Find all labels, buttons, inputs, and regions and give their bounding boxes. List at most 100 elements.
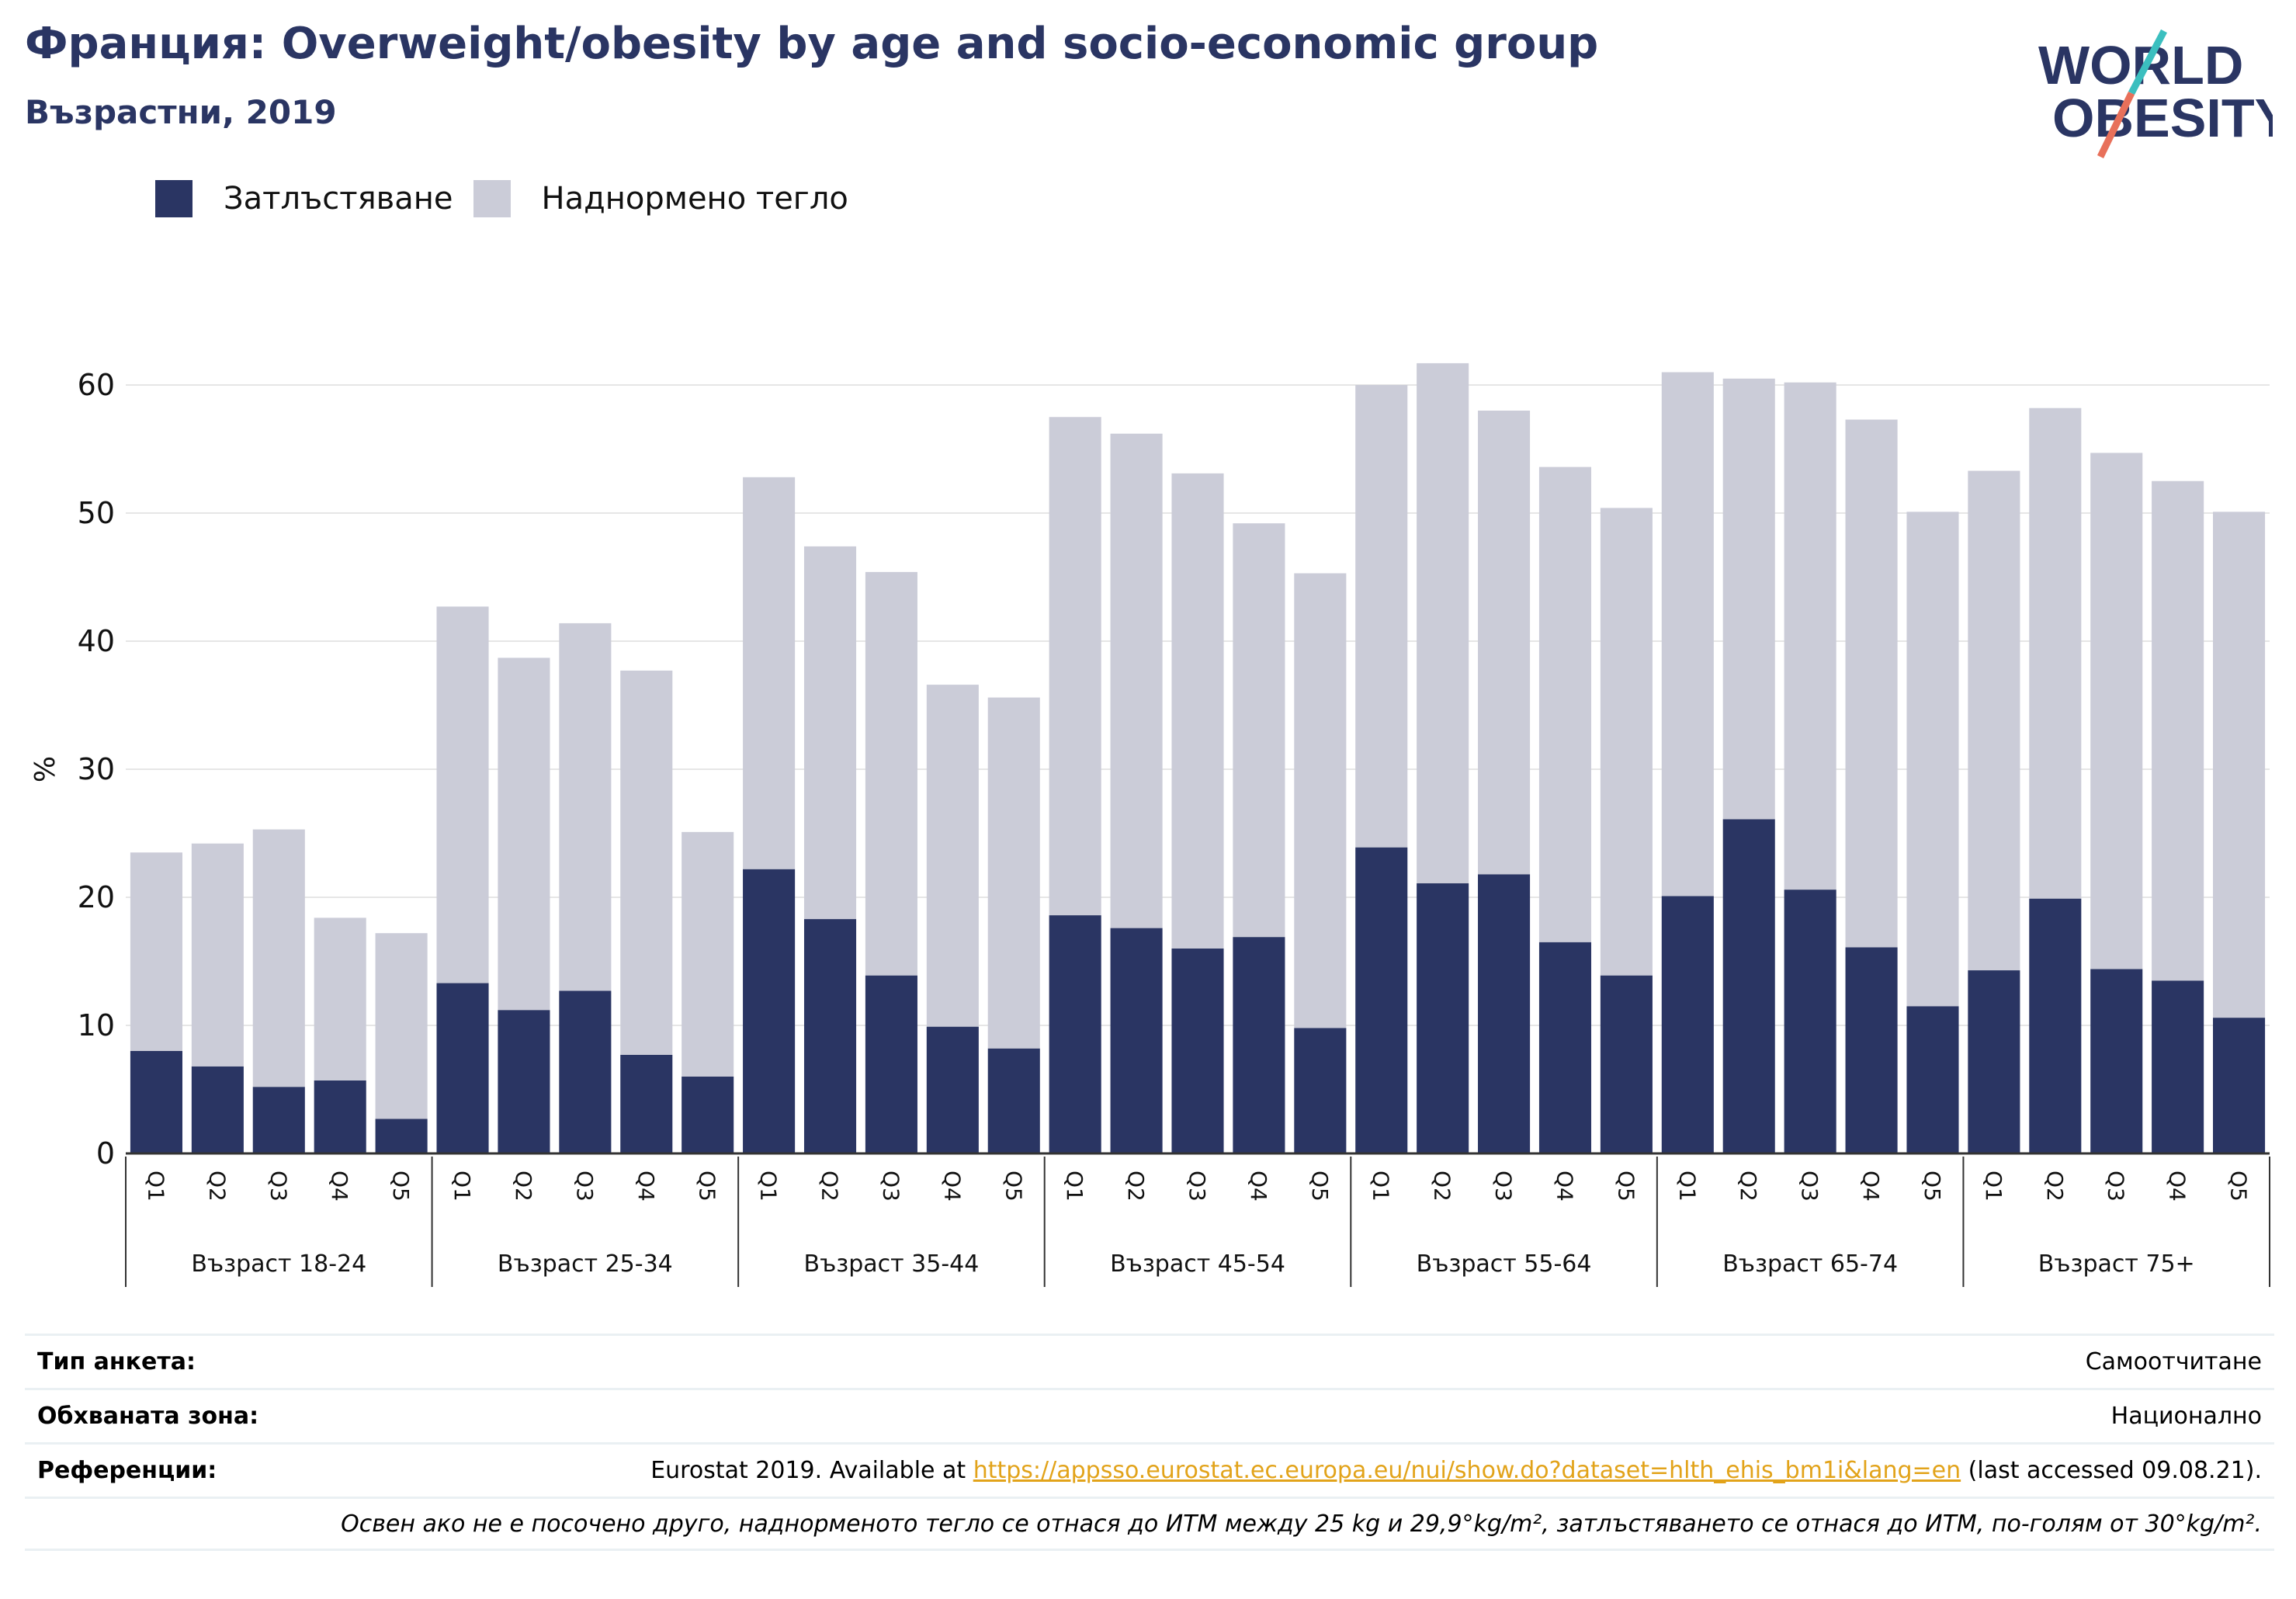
bar-obesity bbox=[987, 1048, 1040, 1153]
chart-title: Франция: Overweight/obesity by age and s… bbox=[25, 19, 1599, 69]
bar-overweight bbox=[1355, 385, 1408, 848]
x-tick-label: Q4 bbox=[1858, 1171, 1884, 1202]
group-label: Възраст 55-64 bbox=[1417, 1250, 1592, 1278]
x-tick-label: Q1 bbox=[1062, 1171, 1087, 1202]
x-tick-label: Q2 bbox=[2042, 1171, 2068, 1202]
bar-overweight bbox=[1233, 523, 1285, 938]
bar-overweight bbox=[1417, 362, 1469, 883]
reference-suffix: (last accessed 09.08.21). bbox=[1961, 1457, 2262, 1484]
footer-row-area: Обхваната зона: Национално bbox=[25, 1388, 2274, 1442]
logo-slash-coral bbox=[2097, 92, 2135, 158]
bar-obesity bbox=[2090, 969, 2143, 1153]
world-obesity-logo: WORLD OBESITY bbox=[2038, 29, 2273, 158]
bar-obesity bbox=[1233, 937, 1285, 1153]
y-tick-label: 40 bbox=[78, 624, 115, 658]
bar-obesity bbox=[1110, 928, 1163, 1153]
bar-overweight bbox=[2152, 480, 2204, 981]
bar-obesity bbox=[865, 975, 917, 1153]
bar-overweight bbox=[252, 829, 305, 1087]
bar-overweight bbox=[1478, 411, 1531, 875]
y-tick-label: 50 bbox=[78, 496, 115, 530]
bar-overweight bbox=[1906, 512, 1959, 1007]
y-tick-label: 0 bbox=[96, 1136, 115, 1171]
x-tick-label: Q2 bbox=[511, 1171, 536, 1202]
bar-overweight bbox=[803, 546, 857, 920]
x-tick-label: Q4 bbox=[2165, 1171, 2190, 1202]
legend-label-overweight: Наднормено тегло bbox=[541, 181, 848, 217]
x-tick-label: Q5 bbox=[1613, 1171, 1639, 1202]
chart-legend: Затлъстяване Наднормено тегло bbox=[155, 180, 869, 217]
bar-obesity bbox=[191, 1066, 244, 1153]
x-tick-label: Q5 bbox=[1001, 1171, 1026, 1202]
survey-type-value: Самоотчитане bbox=[2085, 1348, 2262, 1375]
definition-note: Освен ако не е посочено друго, наднормен… bbox=[341, 1510, 2262, 1538]
bar-obesity bbox=[1784, 890, 1836, 1153]
bar-overweight bbox=[2090, 453, 2143, 969]
x-tick-label: Q4 bbox=[1552, 1171, 1577, 1202]
legend-swatch-obesity bbox=[155, 180, 192, 217]
group-label: Възраст 45-54 bbox=[1110, 1250, 1285, 1278]
bar-obesity bbox=[926, 1026, 979, 1153]
bar-overweight bbox=[1110, 433, 1163, 928]
x-tick-label: Q4 bbox=[633, 1171, 659, 1202]
bar-obesity bbox=[1968, 970, 2020, 1153]
x-tick-label: Q5 bbox=[1307, 1171, 1333, 1202]
y-tick-label: 10 bbox=[78, 1008, 115, 1042]
bar-obesity bbox=[559, 990, 612, 1153]
bar-obesity bbox=[743, 869, 796, 1153]
bar-overweight bbox=[743, 477, 796, 869]
x-tick-label: Q2 bbox=[1736, 1171, 1761, 1202]
bar-overweight bbox=[1845, 419, 1898, 948]
bar-obesity bbox=[1294, 1028, 1347, 1153]
x-tick-label: Q5 bbox=[388, 1171, 414, 1202]
bar-obesity bbox=[2029, 898, 2082, 1153]
references-value: Eurostat 2019. Available at https://apps… bbox=[650, 1457, 2262, 1484]
group-label: Възраст 18-24 bbox=[191, 1250, 366, 1278]
x-tick-label: Q1 bbox=[449, 1171, 475, 1202]
reference-link[interactable]: https://appsso.eurostat.ec.europa.eu/nui… bbox=[973, 1457, 1961, 1484]
bar-overweight bbox=[2029, 408, 2082, 899]
bar-obesity bbox=[1845, 947, 1898, 1153]
bar-overweight bbox=[498, 657, 550, 1011]
x-tick-label: Q3 bbox=[1491, 1171, 1517, 1202]
x-tick-label: Q4 bbox=[327, 1171, 352, 1202]
bar-obesity bbox=[803, 919, 857, 1153]
x-tick-label: Q5 bbox=[1920, 1171, 1945, 1202]
bar-overweight bbox=[375, 933, 428, 1119]
x-tick-label: Q3 bbox=[878, 1171, 903, 1202]
logo-text-world: WORLD bbox=[2038, 35, 2243, 95]
group-label: Възраст 75+ bbox=[2038, 1250, 2195, 1278]
legend-swatch-overweight bbox=[473, 180, 511, 217]
bar-overweight bbox=[1784, 382, 1836, 890]
group-label: Възраст 25-34 bbox=[498, 1250, 673, 1278]
x-tick-label: Q3 bbox=[2104, 1171, 2129, 1202]
bar-obesity bbox=[314, 1080, 366, 1153]
bar-overweight bbox=[865, 571, 917, 976]
bar-overweight bbox=[436, 606, 489, 983]
bar-obesity bbox=[375, 1119, 428, 1153]
x-tick-label: Q3 bbox=[265, 1171, 291, 1202]
bar-overweight bbox=[1538, 467, 1592, 942]
x-tick-label: Q2 bbox=[204, 1171, 230, 1202]
x-tick-label: Q3 bbox=[1797, 1171, 1823, 1202]
x-tick-label: Q4 bbox=[1246, 1171, 1271, 1202]
y-tick-label: 20 bbox=[78, 880, 115, 914]
footer-row-survey: Тип анкета: Самоотчитане bbox=[25, 1334, 2274, 1388]
reference-prefix: Eurostat 2019. Available at bbox=[650, 1457, 973, 1484]
bar-overweight bbox=[1968, 470, 2020, 971]
bar-obesity bbox=[620, 1054, 673, 1153]
bar-obesity bbox=[2213, 1018, 2266, 1153]
x-tick-label: Q3 bbox=[572, 1171, 598, 1202]
x-tick-label: Q1 bbox=[1674, 1171, 1700, 1202]
x-tick-label: Q2 bbox=[817, 1171, 843, 1202]
survey-type-label: Тип анкета: bbox=[37, 1348, 196, 1375]
footer-row-note: Освен ако не е посочено друго, наднормен… bbox=[25, 1497, 2274, 1551]
bar-obesity bbox=[1355, 847, 1408, 1153]
bar-obesity bbox=[1600, 975, 1653, 1153]
group-label: Възраст 35-44 bbox=[804, 1250, 980, 1278]
bar-overweight bbox=[1049, 417, 1101, 916]
x-tick-label: Q4 bbox=[939, 1171, 965, 1202]
footer-row-references: Референции: Eurostat 2019. Available at … bbox=[25, 1442, 2274, 1497]
bar-obesity bbox=[1906, 1006, 1959, 1153]
bar-obesity bbox=[1538, 942, 1592, 1153]
